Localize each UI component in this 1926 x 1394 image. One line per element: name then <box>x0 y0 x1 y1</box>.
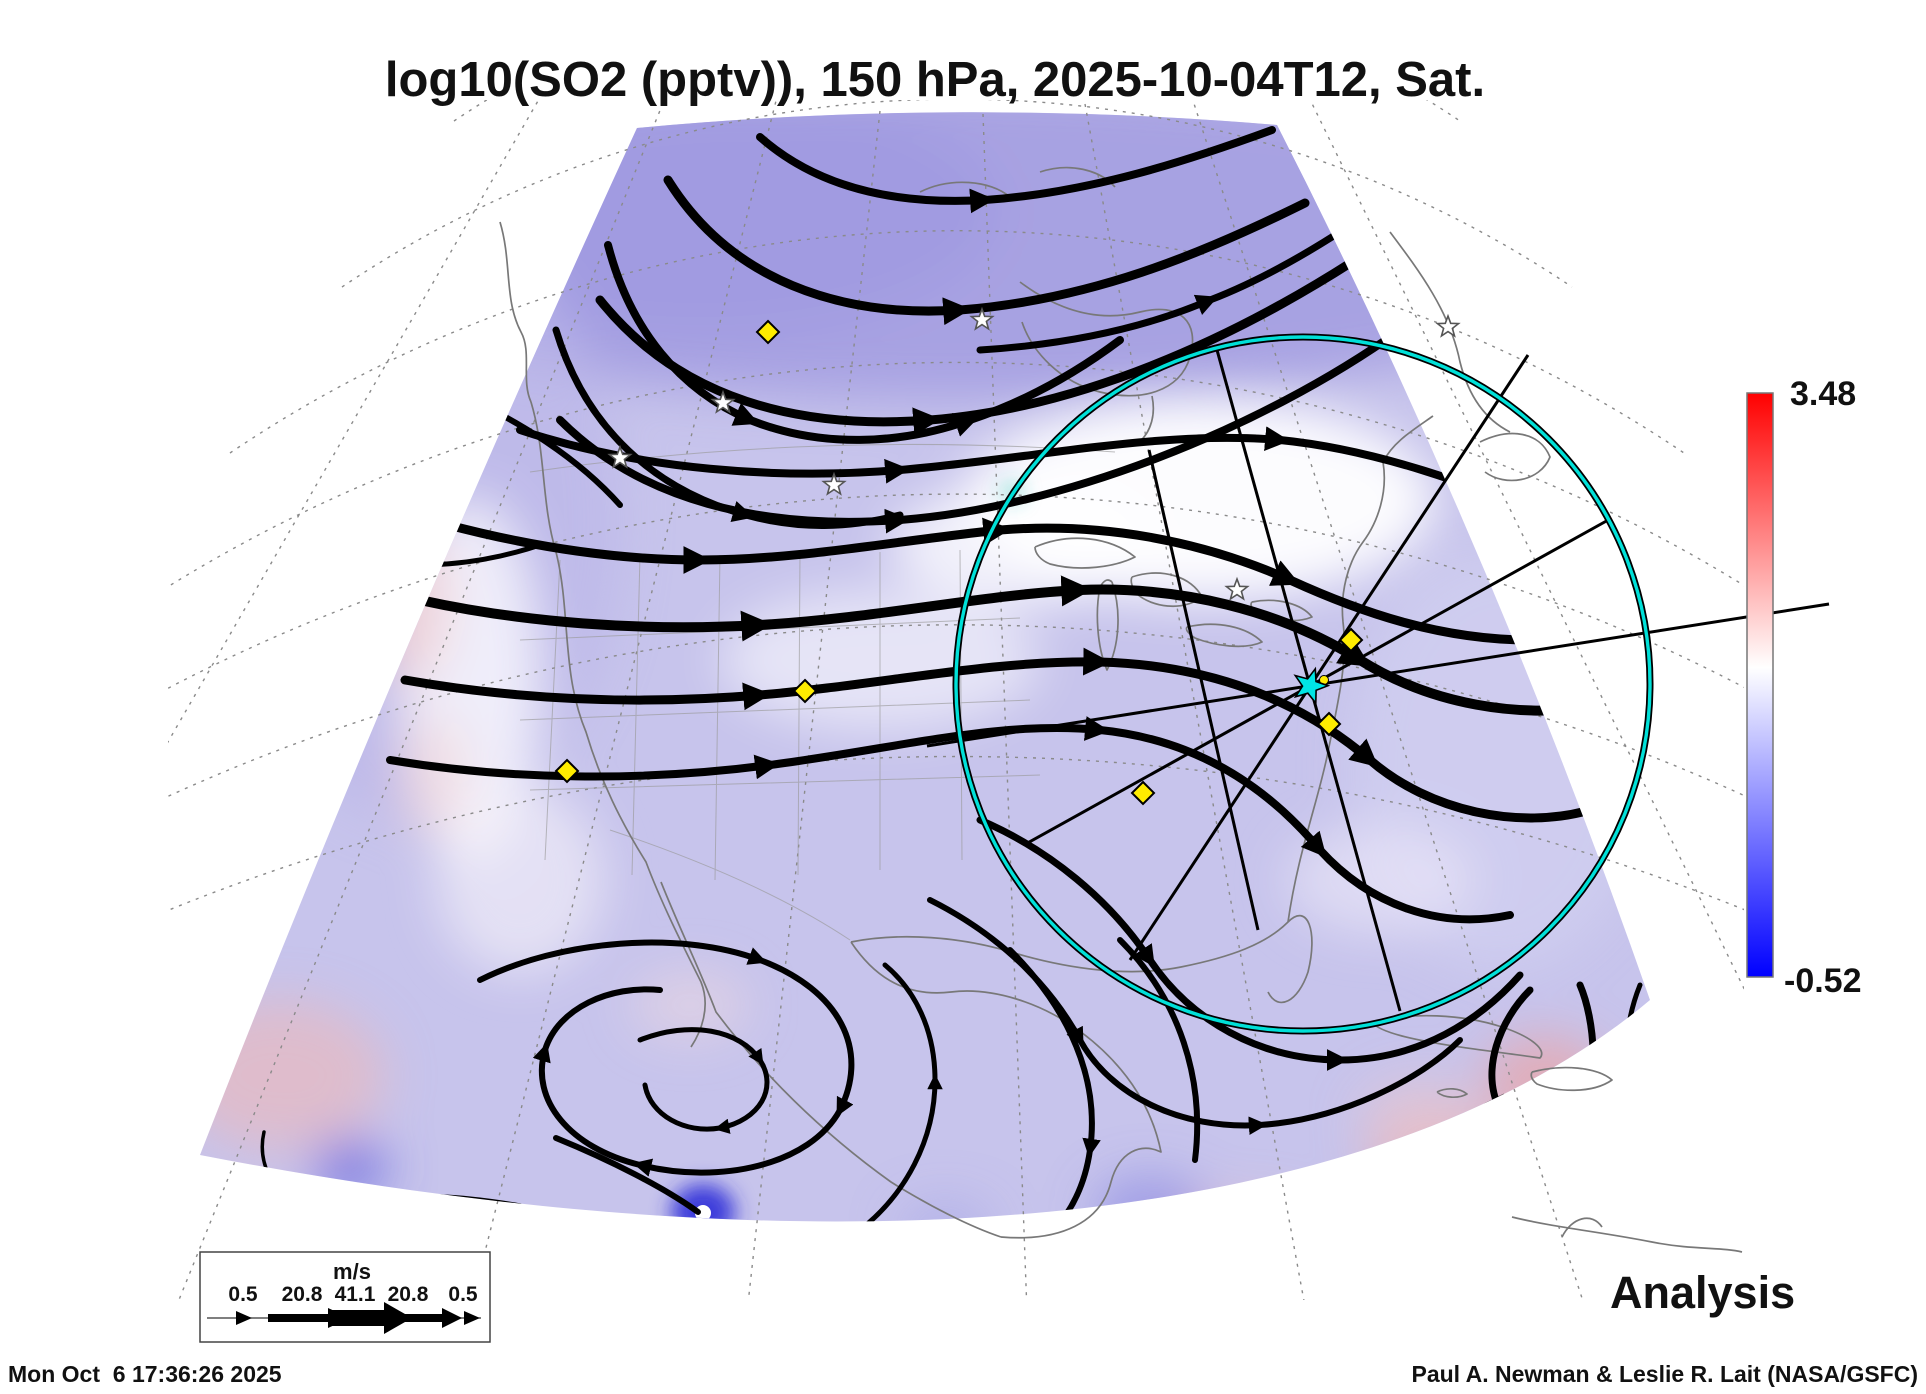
so2-patch <box>200 1000 385 1150</box>
site-diamond <box>792 678 818 704</box>
streamline <box>1007 947 1101 1222</box>
so2-patch <box>1285 825 1475 935</box>
streamline <box>553 1135 701 1215</box>
wind-legend-value: 41.1 <box>335 1283 376 1306</box>
wind-streamlines <box>260 126 1650 1222</box>
city-star <box>1435 313 1461 338</box>
streamline <box>857 962 943 1222</box>
so2-patch <box>897 1202 993 1222</box>
wind-legend-arrow-scale <box>207 1302 481 1334</box>
wind-legend-value: 0.5 <box>448 1283 478 1306</box>
wind-legend-unit: m/s <box>333 1259 371 1284</box>
streamline <box>400 647 1595 823</box>
satellite-ground-tracks <box>926 349 1830 1012</box>
analysis-label: Analysis <box>1610 1267 1795 1318</box>
wind-speed-legend: m/s 0.5 20.8 41.1 20.8 0.5 <box>199 1251 491 1343</box>
so2-patch <box>400 112 1000 340</box>
streamline <box>1117 937 1201 1163</box>
streamline <box>477 939 855 1177</box>
so2-patch <box>435 785 605 975</box>
wind-legend-arrowhead <box>236 1311 252 1325</box>
wind-legend-bar <box>400 1314 444 1322</box>
site-diamond <box>755 319 781 345</box>
streamline <box>663 175 1310 326</box>
so2-patch <box>396 713 468 837</box>
cross-line <box>926 602 1830 748</box>
range-circle-ring <box>954 335 1652 1033</box>
site-markers <box>554 319 1364 806</box>
wind-legend-value: 0.5 <box>228 1283 258 1306</box>
source-marker <box>1293 666 1331 706</box>
city-star <box>821 471 847 496</box>
so2-patch <box>312 1138 388 1198</box>
source-star <box>1293 666 1331 706</box>
timestamp: Mon Oct 6 17:36:26 2025 <box>8 1361 282 1387</box>
cross-line <box>1147 449 1260 931</box>
streamline <box>604 241 1124 444</box>
city-star <box>1224 576 1250 601</box>
streamline <box>756 126 1276 214</box>
site-diamond <box>1338 627 1364 653</box>
wind-legend-arrowhead <box>464 1311 480 1325</box>
cross-line <box>1128 354 1530 961</box>
streamline <box>386 716 1514 924</box>
wind-legend-arrowhead <box>384 1302 412 1334</box>
site-diamond <box>1130 780 1156 806</box>
wind-legend-bar <box>332 1310 386 1326</box>
volcano-plume-core <box>695 1205 711 1221</box>
colorbar: 3.48 -0.52 <box>1746 375 1862 1000</box>
city-star <box>710 389 736 414</box>
range-circle <box>952 333 1654 1035</box>
wind-legend-value: 20.8 <box>388 1283 429 1306</box>
colorbar-gradient <box>1746 392 1774 978</box>
city-markers <box>607 306 1461 601</box>
city-star <box>607 444 633 469</box>
wind-legend-box <box>199 1251 491 1343</box>
credit: Paul A. Newman & Leslie R. Lait (NASA/GS… <box>1411 1361 1918 1387</box>
streamline <box>415 575 1605 716</box>
page-title: log10(SO2 (pptv)), 150 hPa, 2025-10-04T1… <box>385 53 1485 107</box>
so2-patch <box>1145 1202 1335 1222</box>
site-diamond <box>1316 711 1342 737</box>
site-diamond <box>554 758 580 784</box>
graticule-parallels <box>168 100 1744 912</box>
wind-legend-bar <box>268 1314 330 1322</box>
city-star <box>969 306 995 331</box>
streamline <box>516 426 1564 524</box>
streamline <box>976 201 1384 354</box>
wind-legend-value: 20.8 <box>282 1283 323 1306</box>
colorbar-min-label: -0.52 <box>1784 962 1862 1000</box>
so2-patch <box>1358 1078 1482 1162</box>
wind-legend-arrowhead <box>442 1308 462 1328</box>
colorbar-max-label: 3.48 <box>1790 375 1856 413</box>
streamline <box>637 1027 770 1134</box>
